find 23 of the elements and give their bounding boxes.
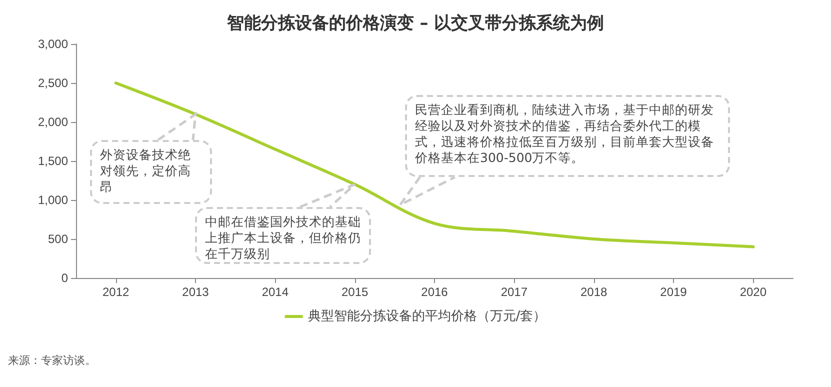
line-series bbox=[114, 82, 755, 248]
x-tick-label: 2013 bbox=[182, 285, 210, 299]
x-tick-label: 2015 bbox=[341, 285, 369, 299]
callout-box: 中邮在借鉴国外技术的基础上推广本土设备，但价格仍在千万级别 bbox=[195, 207, 371, 264]
x-tick-label: 2014 bbox=[262, 285, 289, 299]
x-tick-label: 2019 bbox=[660, 285, 688, 299]
x-tick-label: 2017 bbox=[500, 285, 528, 299]
y-tick-label: 1,000 bbox=[38, 193, 68, 207]
source-note: 来源：专家访谈。 bbox=[8, 353, 96, 368]
y-tick-label: 3,000 bbox=[38, 37, 68, 51]
y-tick-label: 0 bbox=[61, 271, 68, 285]
y-tick-label: 500 bbox=[48, 232, 68, 246]
callout-box: 外资设备技术绝对领先，定价高昂 bbox=[90, 140, 212, 204]
x-tick-label: 2016 bbox=[421, 285, 448, 299]
callout-box: 民营企业看到商机，陆续进入市场，基于中邮的研发经验以及对外资技术的借鉴，再结合委外代工的模式，迅速将价格拉低至百万级别，目前单套大型设备价格基本在300-500万不等。 bbox=[405, 95, 730, 177]
x-tick-label: 2020 bbox=[740, 285, 767, 299]
y-tick-label: 2,500 bbox=[38, 76, 68, 90]
y-tick-label: 2,000 bbox=[38, 115, 68, 129]
x-tick-label: 2018 bbox=[580, 285, 608, 299]
chart-title: 智能分拣设备的价格演变 – 以交叉带分拣系统为例 bbox=[226, 14, 604, 34]
legend-label: 典型智能分拣设备的平均价格（万元/套） bbox=[308, 309, 546, 324]
y-tick-label: 1,500 bbox=[38, 154, 68, 168]
x-tick-label: 2012 bbox=[102, 285, 130, 299]
